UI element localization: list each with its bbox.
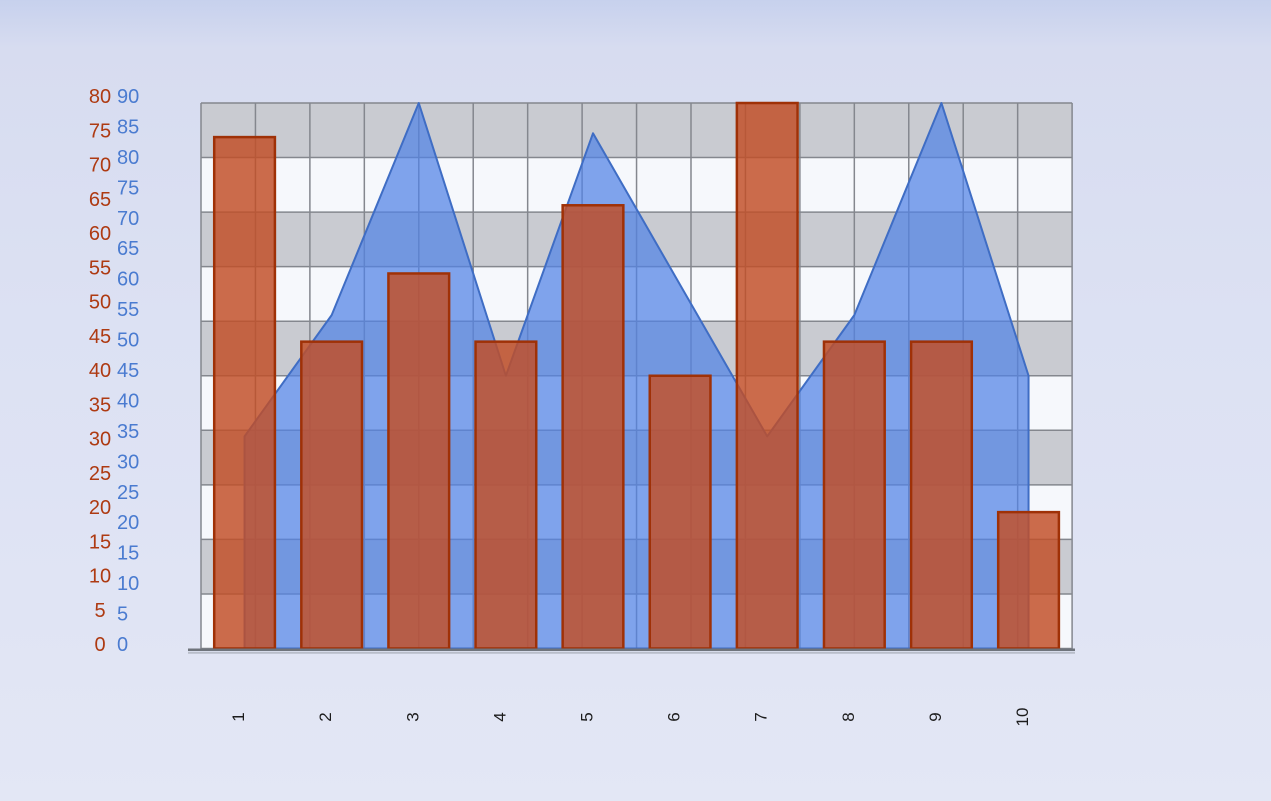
right-axis-tick: 15 [117, 543, 139, 565]
right-axis-tick: 25 [117, 482, 139, 504]
right-axis-tick: 75 [117, 177, 139, 199]
right-axis-tick: 40 [117, 390, 139, 412]
x-axis-tick-2: 2 [316, 712, 335, 721]
right-axis-tick: 0 [117, 634, 128, 656]
bar-series [212, 101, 1061, 650]
left-axis-tick: 30 [89, 429, 111, 451]
left-axis-tick: 75 [89, 120, 111, 142]
bar-category-5 [561, 204, 625, 650]
bar-category-7 [735, 101, 799, 650]
bar-category-8 [822, 340, 886, 650]
right-axis-tick: 5 [117, 604, 128, 626]
bar-category-3 [387, 272, 451, 650]
x-axis-labels: 1 2 3 4 5 6 7 8 9 10 [229, 708, 1032, 727]
bar-category-1 [212, 135, 277, 650]
right-axis-tick: 10 [117, 573, 139, 595]
left-axis-tick: 70 [89, 155, 111, 177]
right-axis-tick: 90 [117, 86, 139, 108]
left-axis-tick: 45 [89, 326, 111, 348]
x-axis-tick-1: 1 [229, 712, 248, 721]
right-axis-tick: 50 [117, 330, 139, 352]
bar-category-9 [909, 340, 974, 650]
x-axis-tick-10: 10 [1013, 708, 1032, 727]
left-axis-tick: 20 [89, 497, 111, 519]
x-axis-line [188, 648, 1075, 654]
right-axis-tick: 55 [117, 299, 139, 321]
left-axis-tick: 15 [89, 531, 111, 553]
x-axis-tick-7: 7 [752, 712, 771, 721]
x-axis-tick-3: 3 [403, 712, 422, 721]
right-axis-tick: 60 [117, 269, 139, 291]
left-axis-tick: 50 [89, 292, 111, 314]
x-axis-tick-4: 4 [490, 712, 509, 721]
bar-category-4 [474, 340, 538, 650]
left-axis-tick: 25 [89, 463, 111, 485]
left-axis-labels: 0 5 10 15 20 25 30 35 40 45 50 55 60 65 70 75 80 [89, 86, 111, 656]
left-axis-tick: 40 [89, 360, 111, 382]
bar-category-6 [648, 374, 712, 650]
left-axis-tick: 5 [94, 600, 105, 622]
x-axis-tick-8: 8 [839, 712, 858, 721]
right-axis-tick: 20 [117, 512, 139, 534]
right-axis-tick: 45 [117, 360, 139, 382]
right-axis-tick: 65 [117, 238, 139, 260]
left-axis-tick: 65 [89, 189, 111, 211]
right-axis-tick: 85 [117, 116, 139, 138]
left-axis-tick: 80 [89, 86, 111, 108]
x-axis-tick-6: 6 [665, 712, 684, 721]
left-axis-tick: 10 [89, 566, 111, 588]
left-axis-tick: 60 [89, 223, 111, 245]
right-axis-tick: 70 [117, 208, 139, 230]
left-axis-tick: 0 [94, 634, 105, 656]
right-axis-tick: 80 [117, 147, 139, 169]
left-axis-tick: 35 [89, 394, 111, 416]
left-axis-tick: 55 [89, 257, 111, 279]
bar-category-10 [996, 510, 1061, 650]
x-axis-tick-9: 9 [926, 712, 945, 721]
x-axis-tick-5: 5 [577, 712, 596, 721]
right-axis-tick: 30 [117, 451, 139, 473]
right-axis-tick: 35 [117, 421, 139, 443]
right-axis-labels: 0 5 10 15 20 25 30 35 40 45 50 55 60 65 70 75 80 85 90 [117, 86, 139, 656]
bar-category-2 [300, 340, 364, 650]
